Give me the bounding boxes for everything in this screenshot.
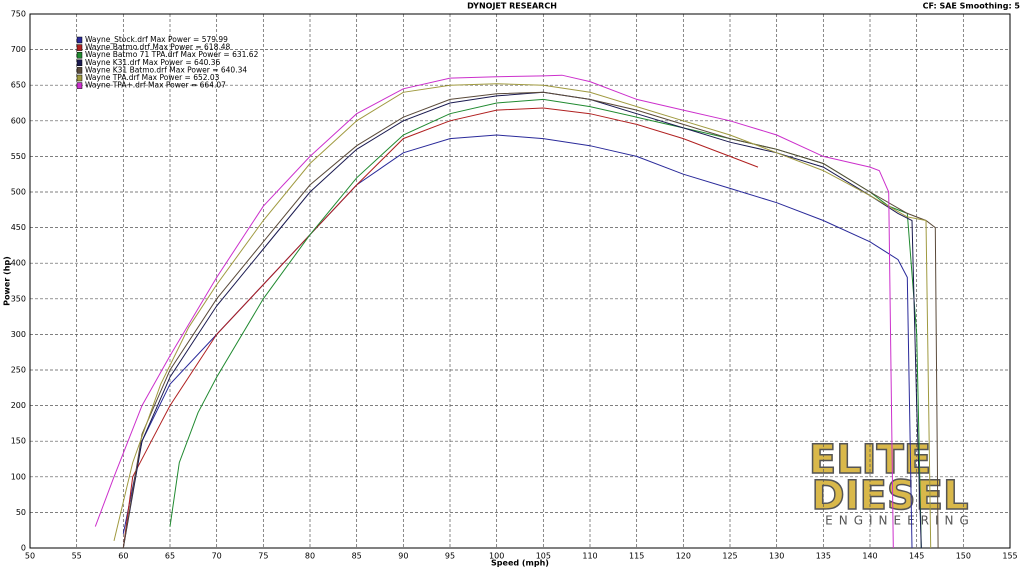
plot-frame xyxy=(29,13,1011,549)
y-tick-label: 750 xyxy=(11,10,26,19)
legend-label: Wayne Batmo 71 TPA.drf Max Power = 631.6… xyxy=(85,50,259,59)
legend-label: Wayne K31 Batmo.drf Max Power = 640.34 xyxy=(85,65,247,74)
x-tick-label: 115 xyxy=(629,552,644,561)
legend-swatch xyxy=(76,51,83,59)
x-tick-label: 90 xyxy=(398,552,408,561)
x-tick-label: 65 xyxy=(165,552,175,561)
legend-swatch xyxy=(76,44,83,51)
x-axis-label: Speed (mph) xyxy=(491,559,549,567)
legend-swatch xyxy=(76,59,83,67)
series-line xyxy=(94,74,894,549)
x-tick-label: 120 xyxy=(676,552,691,561)
x-tick-label: 70 xyxy=(212,552,222,561)
legend-label: Wayne TPA+.drf Max Power = 664.07 xyxy=(85,81,226,90)
y-tick-label: 500 xyxy=(11,188,26,197)
x-tick-label: 135 xyxy=(816,552,831,561)
y-tick-label: 450 xyxy=(11,223,26,232)
y-tick-label: 250 xyxy=(11,366,26,375)
y-tick-label: 700 xyxy=(11,45,26,54)
x-tick-label: 150 xyxy=(956,552,971,561)
x-tick-label: 110 xyxy=(582,552,597,561)
x-tick-label: 130 xyxy=(769,552,784,561)
legend-swatch xyxy=(76,82,83,89)
x-tick-label: 60 xyxy=(118,552,128,561)
y-tick-label: 550 xyxy=(11,152,26,161)
x-tick-label: 140 xyxy=(862,552,877,561)
series-line xyxy=(169,98,922,549)
y-tick-label: 300 xyxy=(11,330,26,339)
y-tick-label: 100 xyxy=(11,472,26,481)
legend-label: Wayne TPA.drf Max Power = 652.03 xyxy=(85,73,220,82)
y-tick-label: 150 xyxy=(11,437,26,446)
legend-swatch xyxy=(76,67,83,74)
y-tick-label: 50 xyxy=(16,508,26,517)
y-tick-label: 0 xyxy=(21,544,26,553)
legend-label: Wayne K31.drf Max Power = 640.36 xyxy=(85,58,221,67)
logo-text: ENGINEERING xyxy=(825,514,975,528)
x-tick-label: 50 xyxy=(25,552,35,561)
series-line xyxy=(113,83,932,549)
x-tick-label: 85 xyxy=(352,552,362,561)
x-tick-label: 155 xyxy=(1002,552,1017,561)
series-line xyxy=(122,107,759,549)
legend-label: Wayne_Stock.drf Max Power = 579.99 xyxy=(85,35,228,44)
x-tick-label: 80 xyxy=(305,552,315,561)
x-tick-label: 55 xyxy=(72,552,82,561)
x-tick-label: 125 xyxy=(722,552,737,561)
x-tick-label: 100 xyxy=(489,552,504,561)
y-tick-label: 350 xyxy=(11,294,26,303)
y-tick-label: 650 xyxy=(11,81,26,90)
x-tick-label: 105 xyxy=(536,552,551,561)
chart-subtitle: CF: SAE Smoothing: 5 xyxy=(923,2,1021,11)
y-tick-label: 200 xyxy=(11,401,26,410)
y-tick-label: 400 xyxy=(11,259,26,268)
legend-swatch xyxy=(76,74,83,82)
y-tick-label: 600 xyxy=(11,116,26,125)
logo-text: DIESEL xyxy=(811,473,968,519)
x-tick-label: 75 xyxy=(258,552,268,561)
x-tick-label: 95 xyxy=(445,552,455,561)
legend-swatch xyxy=(76,36,83,44)
y-axis-label: Power (hp) xyxy=(3,256,12,306)
chart-title: DYNOJET RESEARCH xyxy=(467,2,557,11)
legend-label: Wayne Batmo.drf Max Power = 618.48 xyxy=(85,43,231,52)
x-tick-label: 145 xyxy=(909,552,924,561)
